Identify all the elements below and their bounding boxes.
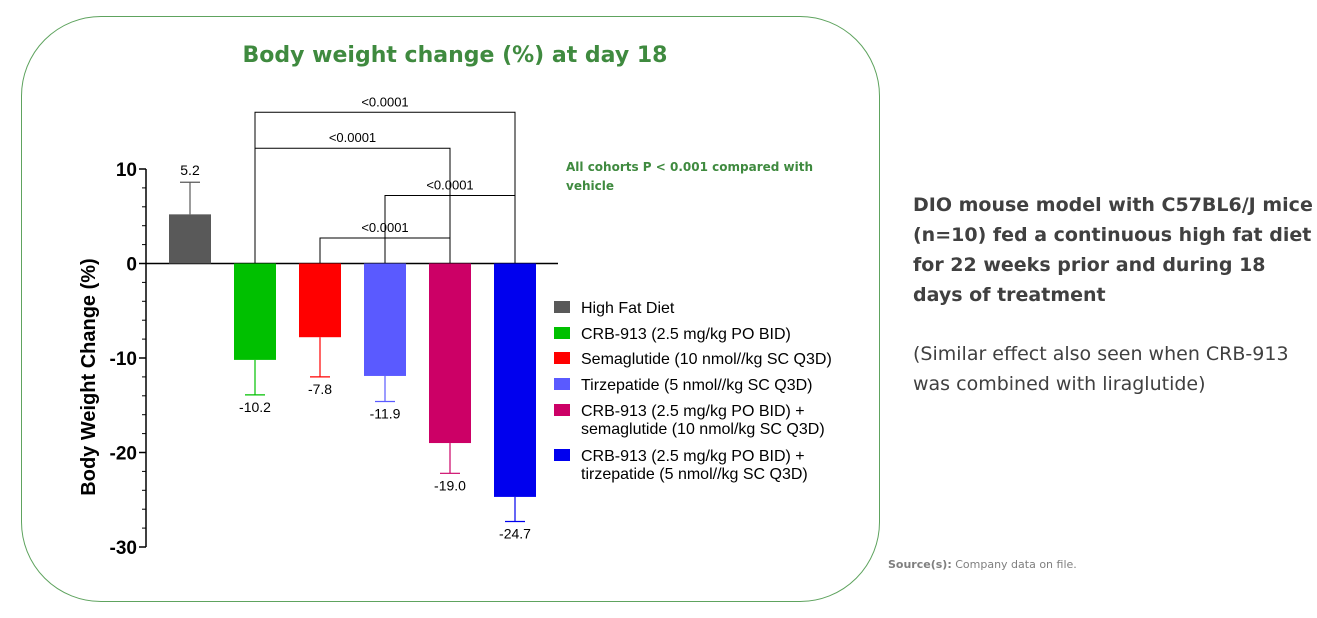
value-label: -11.9: [370, 405, 401, 421]
value-label: -10.2: [239, 399, 271, 415]
legend-label: tirzepatide (5 nmol//kg SC Q3D): [581, 466, 808, 483]
p-value-label: <0.0001: [329, 130, 376, 145]
side-panel: DIO mouse model with C57BL6/J mice (n=10…: [913, 190, 1313, 399]
bar: [364, 263, 406, 376]
chart-title: Body weight change (%) at day 18: [243, 43, 668, 68]
legend-label: Tirzepatide (5 nmol//kg SC Q3D): [581, 377, 812, 394]
bar: [299, 263, 341, 338]
legend-label: CRB-913 (2.5 mg/kg PO BID) +: [581, 448, 805, 465]
significance-brackets: <0.0001 <0.0001 <0.0001 <0.0001: [254, 94, 516, 264]
source-footnote: Source(s): Company data on file.: [888, 558, 1077, 571]
legend-label: High Fat Diet: [581, 300, 675, 317]
y-tick-label: -20: [110, 444, 137, 465]
legend-label: CRB-913 (2.5 mg/kg PO BID): [581, 326, 791, 343]
legend-swatch: [554, 327, 570, 339]
significance-bracket: [384, 194, 516, 264]
y-axis-label: Body Weight Change (%): [78, 258, 100, 495]
legend-swatch: [554, 404, 570, 416]
significance-bracket: [254, 147, 451, 264]
source-label: Source(s):: [888, 558, 952, 571]
y-tick-label: 0: [126, 255, 137, 276]
value-label: -7.8: [308, 381, 332, 397]
legend-label: CRB-913 (2.5 mg/kg PO BID) +: [581, 403, 805, 420]
p-value-label: <0.0001: [426, 177, 473, 192]
chart-panel: [21, 16, 880, 602]
annotation-line-2: vehicle: [566, 179, 614, 193]
value-label: -24.7: [499, 525, 531, 541]
legend: High Fat Diet CRB-913 (2.5 mg/kg PO BID) S…: [554, 300, 832, 483]
chart: Body weight change (%) at day 18 All coh…: [78, 43, 832, 559]
bar: [169, 214, 211, 264]
legend-swatch: [554, 449, 570, 461]
y-tick-label: 10: [116, 160, 137, 181]
legend-swatch: [554, 378, 570, 390]
bar: [234, 263, 276, 360]
source-text: Company data on file.: [955, 558, 1077, 571]
bar: [494, 263, 536, 497]
p-value-label: <0.0001: [361, 220, 408, 235]
legend-label: Semaglutide (10 nmol//kg SC Q3D): [581, 351, 832, 368]
p-value-label: <0.0001: [361, 94, 408, 109]
legend-swatch: [554, 301, 570, 313]
value-label: 5.2: [180, 162, 200, 178]
legend-swatch: [554, 352, 570, 364]
value-label: -19.0: [434, 477, 466, 493]
y-tick-label: -10: [110, 349, 137, 370]
y-tick-label: -30: [110, 538, 137, 559]
significance-bracket: [319, 237, 451, 264]
bars: 5.2 -10.2 -7.8 -11.9 -19.0 -24.7: [169, 162, 536, 541]
study-description: DIO mouse model with C57BL6/J mice (n=10…: [913, 194, 1313, 306]
annotation-line-1: All cohorts P < 0.001 compared with: [566, 160, 813, 174]
y-axis: 10 0 -10 -20 -30: [110, 160, 558, 559]
legend-label: semaglutide (10 nmol/kg SC Q3D): [581, 421, 825, 438]
bar: [429, 263, 471, 444]
study-note: (Similar effect also seen when CRB-913 w…: [913, 343, 1289, 395]
